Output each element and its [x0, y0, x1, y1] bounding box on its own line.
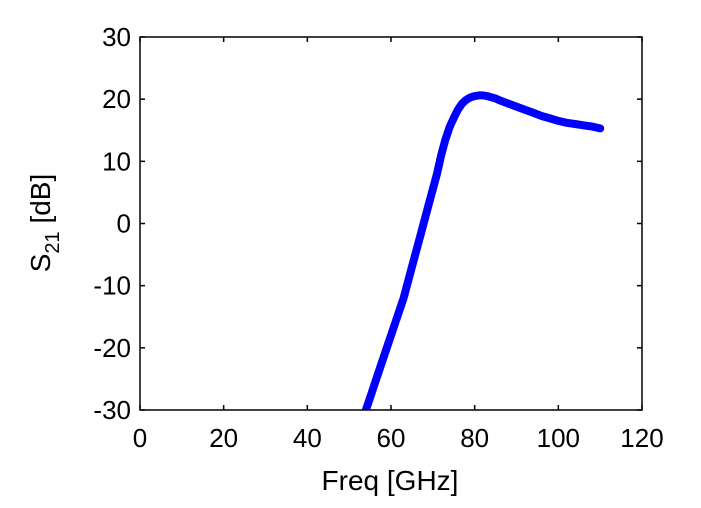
- y-tick-label: 20: [102, 84, 131, 114]
- y-tick-label: -20: [93, 333, 131, 363]
- y-tick-label: -10: [93, 271, 131, 301]
- x-tick-label: 100: [537, 423, 580, 453]
- x-tick-label: 0: [133, 423, 147, 453]
- y-tick-label: 0: [117, 209, 131, 239]
- x-tick-label: 60: [377, 423, 406, 453]
- x-tick-label: 40: [293, 423, 322, 453]
- y-tick-label: 30: [102, 22, 131, 52]
- y-axis-label-unit: [dB]: [25, 174, 56, 232]
- axes-frame: [139, 36, 643, 411]
- y-tick-label: -30: [93, 395, 131, 425]
- y-axis-label-subscript: 21: [42, 231, 64, 253]
- y-axis-label-main: S: [25, 254, 56, 273]
- y-axis-label: S21 [dB]: [25, 174, 64, 273]
- y-tick-label: 10: [102, 146, 131, 176]
- x-tick-label: 120: [620, 423, 663, 453]
- x-tick-label: 80: [460, 423, 489, 453]
- series-line-0: [361, 91, 605, 410]
- x-axis-label: Freq [GHz]: [322, 465, 459, 496]
- x-tick-label: 20: [209, 423, 238, 453]
